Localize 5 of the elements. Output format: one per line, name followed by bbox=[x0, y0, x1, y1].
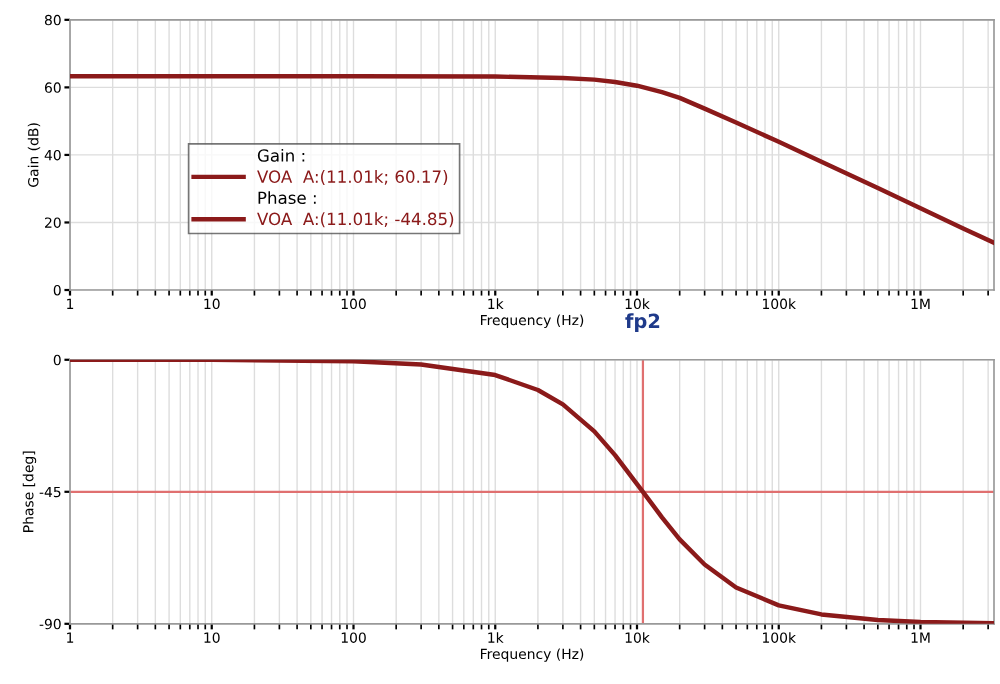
legend-title: Gain : bbox=[257, 148, 305, 162]
text: VOA A:(11.01k; -44.85) bbox=[257, 212, 454, 228]
ref-line-label: fp2 bbox=[625, 313, 660, 333]
legend-label: VOA A:(11.01k; 60.17) bbox=[257, 170, 448, 185]
legend-title: Phase : bbox=[258, 191, 316, 205]
